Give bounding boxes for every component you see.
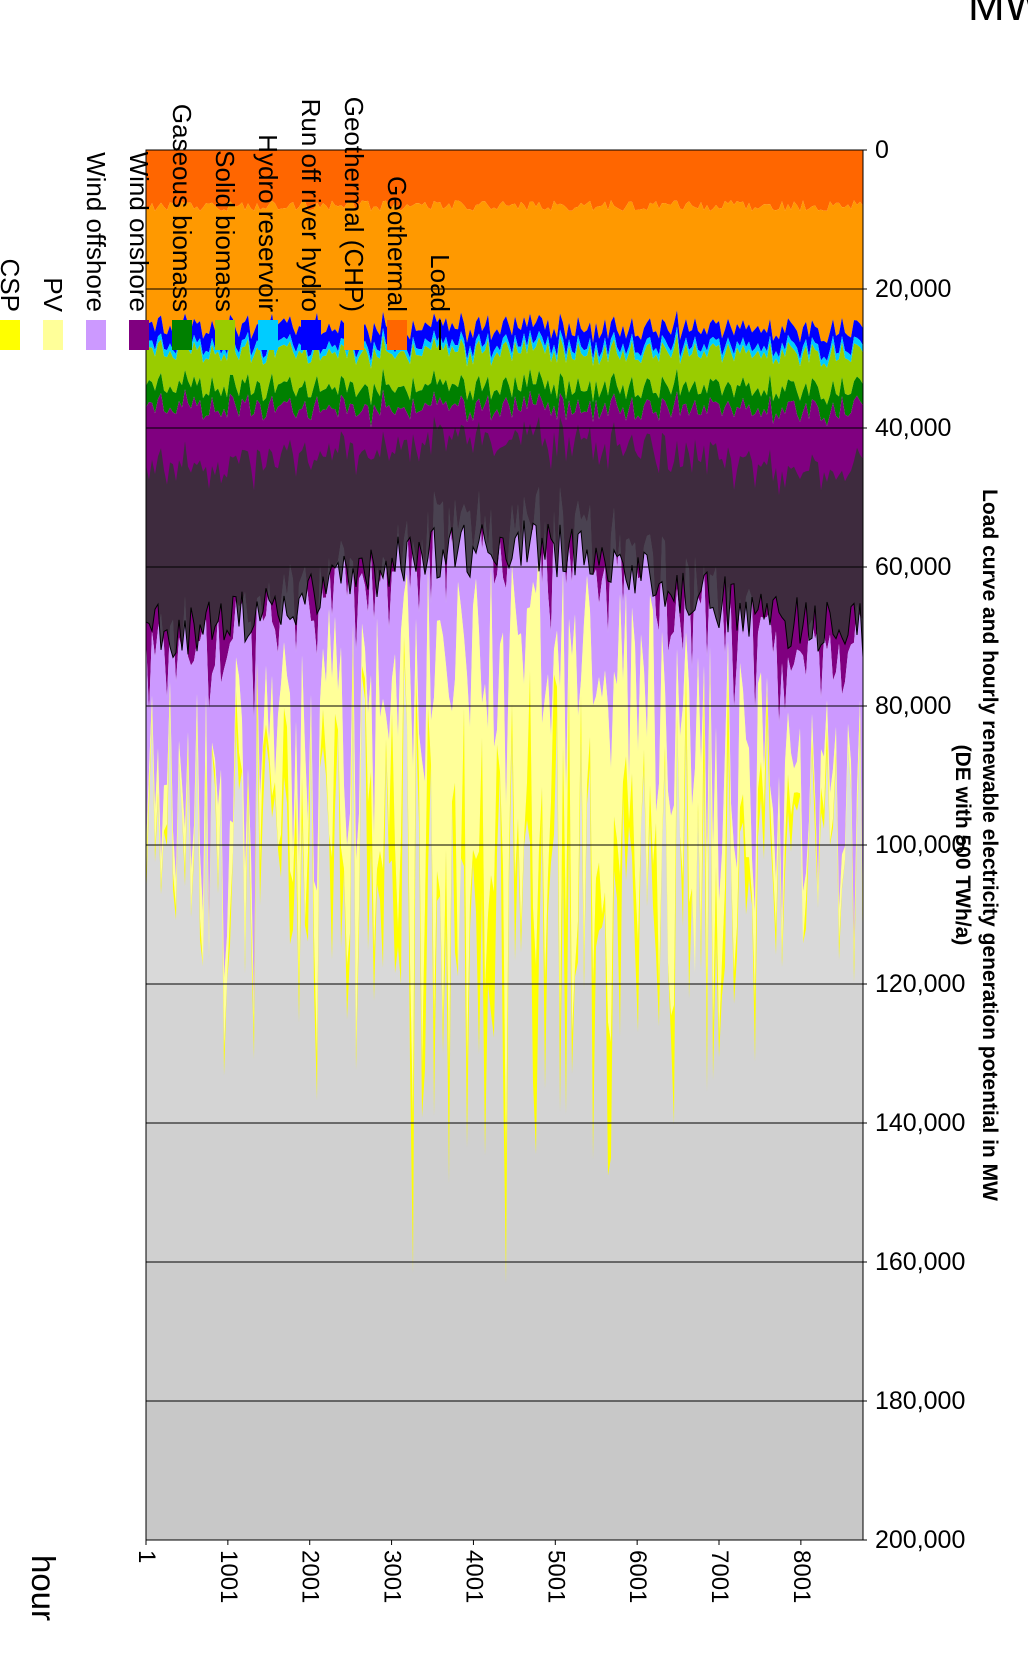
y-tick-label: 20,000 <box>875 275 951 303</box>
legend-label: Wind onshore <box>124 152 154 312</box>
x-tick-label: 3001 <box>379 1550 406 1603</box>
legend-swatch <box>215 320 235 350</box>
legend-label: Solid biomass <box>210 150 240 312</box>
chart-subtitle: (DE with 500 TWh/a) <box>951 745 974 946</box>
x-tick-label: 7001 <box>706 1550 733 1603</box>
area-csp <box>146 636 863 1284</box>
legend-label: Geothermal (CHP) <box>339 97 369 312</box>
x-axis-title: hour <box>25 1555 62 1621</box>
legend-swatch <box>387 320 407 350</box>
x-tick-label: 1001 <box>215 1550 242 1603</box>
legend-label: Run off river hydro <box>296 99 326 312</box>
legend-label: PV <box>38 277 68 312</box>
legend-swatch <box>172 320 192 350</box>
legend-label: Wind offshore <box>81 152 111 312</box>
y-tick-label: 100,000 <box>875 831 965 859</box>
load-band <box>146 416 863 658</box>
background-band <box>146 1262 863 1401</box>
chart-title: Load curve and hourly renewable electric… <box>978 489 1001 1201</box>
y-tick-label: 140,000 <box>875 1109 965 1137</box>
area-geothermal-chp <box>146 200 863 344</box>
x-tick-label: 4001 <box>460 1550 487 1603</box>
legend-swatch <box>301 320 321 350</box>
legend-label: Geothermal <box>382 176 412 312</box>
legend-label: CSP <box>0 259 25 312</box>
legend-swatch <box>0 320 20 350</box>
legend-swatch <box>344 320 364 350</box>
y-tick-label: 0 <box>875 136 889 164</box>
legend-swatch <box>86 320 106 350</box>
x-tick-label: 1 <box>133 1550 160 1563</box>
legend-swatch <box>258 320 278 350</box>
legend-label: Gaseous biomass <box>167 104 197 312</box>
x-tick-label: 5001 <box>542 1550 569 1603</box>
y-tick-label: 180,000 <box>875 1387 965 1415</box>
legend-label: Hydro reservoir <box>253 134 283 312</box>
y-axis-title: MW <box>968 0 1028 30</box>
y-tick-label: 160,000 <box>875 1248 965 1276</box>
legend-label: Load <box>425 254 455 312</box>
area-run-off-river-hydro <box>146 310 863 362</box>
x-tick-label: 8001 <box>788 1550 815 1603</box>
area-gaseous-biomass <box>146 368 863 428</box>
y-tick-label: 120,000 <box>875 970 965 998</box>
y-tick-label: 40,000 <box>875 414 951 442</box>
area-geothermal <box>146 150 863 211</box>
background-band <box>146 1401 863 1540</box>
y-tick-label: 80,000 <box>875 692 951 720</box>
area-wind-offshore <box>146 486 863 1013</box>
load-line <box>145 520 864 659</box>
y-tick-label: 200,000 <box>875 1526 965 1554</box>
area-pv <box>146 547 863 1161</box>
area-hydro-reservoir <box>146 326 863 369</box>
area-solid-biomass <box>146 333 863 406</box>
x-tick-label: 6001 <box>624 1550 651 1603</box>
y-tick-label: 60,000 <box>875 553 951 581</box>
legend-swatch <box>43 320 63 350</box>
background-band <box>146 1123 863 1262</box>
x-tick-label: 2001 <box>297 1550 324 1603</box>
legend-swatch <box>129 320 149 350</box>
